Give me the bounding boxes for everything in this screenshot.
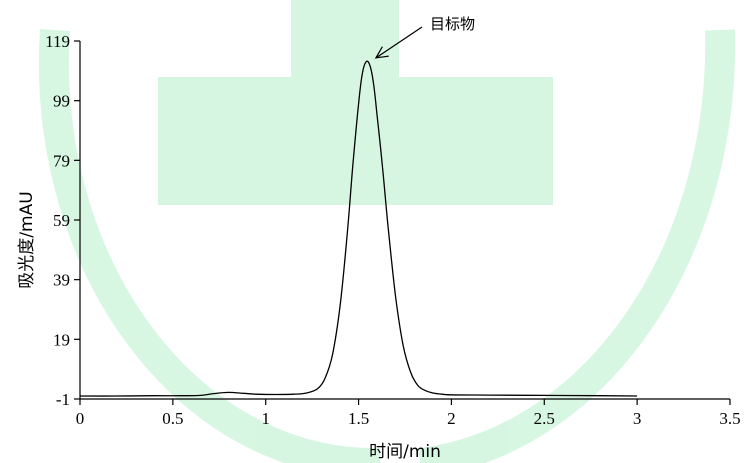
y-tick-label: 19 <box>53 330 70 349</box>
series-line <box>79 60 638 397</box>
x-tick-label: 2 <box>447 409 456 428</box>
x-axis-ticks: 0 0.5 1 1.5 2 2.5 3 3.5 <box>76 399 741 428</box>
x-tick-label: 3.5 <box>719 409 740 428</box>
x-tick-label: 0 <box>76 409 85 428</box>
x-tick-label: 0.5 <box>162 409 183 428</box>
annotation-label: 目标物 <box>430 15 475 33</box>
x-tick-label: 2.5 <box>534 409 555 428</box>
y-axis-title: 吸光度/mAU <box>17 191 37 288</box>
x-tick-label: 1 <box>261 409 270 428</box>
plot-area: 0 0.5 1 1.5 2 2.5 3 3.5 -1 19 39 59 79 99 119 目标物 <box>45 15 741 428</box>
annotation-arrow-line <box>375 26 423 59</box>
y-tick-label: 39 <box>53 271 70 290</box>
y-axis-ticks: -1 19 39 59 79 99 119 <box>45 32 80 409</box>
x-tick-label: 1.5 <box>348 409 369 428</box>
watermark-ring <box>38 29 380 463</box>
annotation-arrow-head <box>374 46 389 59</box>
y-tick-label: 119 <box>45 32 70 51</box>
x-axis-title: 时间/min <box>369 442 441 462</box>
y-tick-label: 59 <box>53 211 70 230</box>
watermark <box>38 0 736 463</box>
watermark-ring-right <box>418 29 736 463</box>
annotation: 目标物 <box>374 15 475 59</box>
y-tick-label: 79 <box>53 151 70 170</box>
y-tick-label: 99 <box>53 92 70 111</box>
y-tick-label: -1 <box>56 390 70 409</box>
x-tick-label: 3 <box>633 409 642 428</box>
